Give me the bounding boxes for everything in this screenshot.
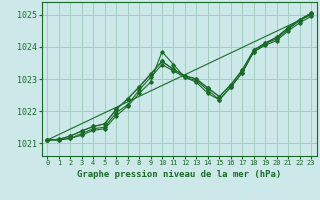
X-axis label: Graphe pression niveau de la mer (hPa): Graphe pression niveau de la mer (hPa) [77,170,281,179]
